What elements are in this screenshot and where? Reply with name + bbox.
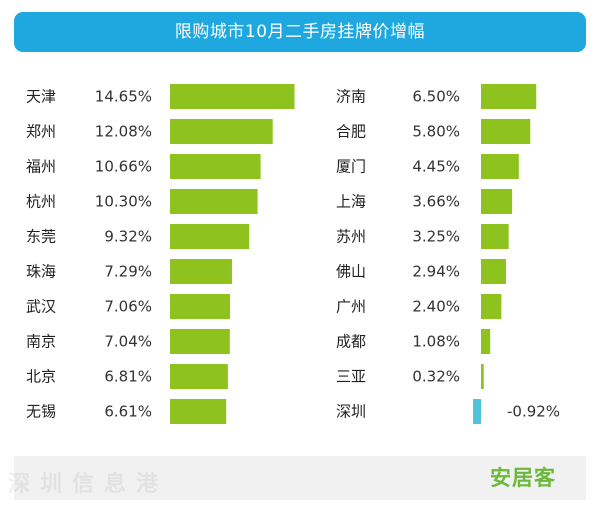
city-label: 广州: [336, 298, 366, 316]
watermark: 深圳信息港: [8, 472, 169, 497]
city-label: 厦门: [336, 158, 366, 176]
bar: [481, 364, 484, 389]
value-label: 10.66%: [95, 158, 152, 176]
bar: [481, 259, 506, 284]
bar: [481, 189, 513, 214]
city-label: 合肥: [336, 123, 366, 141]
city-label: 北京: [26, 368, 56, 386]
city-label: 济南: [336, 88, 366, 106]
bar: [170, 119, 273, 144]
value-label: 6.61%: [104, 403, 152, 421]
chart-title: 限购城市10月二手房挂牌价增幅: [14, 12, 586, 52]
city-label: 苏州: [336, 228, 366, 246]
bar: [481, 119, 531, 144]
city-label: 郑州: [26, 123, 56, 141]
value-label: 2.94%: [412, 263, 460, 281]
city-label: 无锡: [26, 403, 56, 421]
value-label: 4.45%: [412, 158, 460, 176]
brand-logo: 安居客: [490, 466, 556, 490]
city-label: 福州: [26, 158, 56, 176]
value-label: 2.40%: [412, 298, 460, 316]
value-label: 6.81%: [104, 368, 152, 386]
bar: [481, 294, 502, 319]
bar: [481, 329, 491, 354]
bar: [170, 364, 228, 389]
bar: [481, 224, 509, 249]
value-label: 5.80%: [412, 123, 460, 141]
bar: [170, 329, 230, 354]
bar: [170, 224, 250, 249]
value-label: 7.04%: [104, 333, 152, 351]
value-label: 9.32%: [104, 228, 152, 246]
bar-chart: 天津 14.65% 郑州 12.08% 福州 10.66% 杭州 10.30% 东莞 9.32% 珠…: [26, 84, 560, 424]
value-label: 0.32%: [412, 368, 460, 386]
bar: [170, 259, 232, 284]
value-label: 6.50%: [412, 88, 460, 106]
bar: [481, 84, 537, 109]
bar: [170, 84, 295, 109]
city-label: 天津: [26, 88, 56, 106]
city-label: 上海: [336, 193, 366, 211]
bar: [170, 294, 231, 319]
city-label: 成都: [336, 333, 366, 351]
bar: [481, 154, 519, 179]
value-label: 7.29%: [104, 263, 152, 281]
footer-bar: 深圳信息港 安居客: [8, 456, 586, 500]
city-label: 珠海: [26, 263, 56, 281]
city-label: 东莞: [26, 228, 56, 246]
value-label: 14.65%: [95, 88, 152, 106]
city-label: 武汉: [26, 298, 56, 316]
value-label: 3.66%: [412, 193, 460, 211]
city-label: 佛山: [336, 263, 366, 281]
value-label: 3.25%: [412, 228, 460, 246]
value-label: 1.08%: [412, 333, 460, 351]
value-label: 12.08%: [95, 123, 152, 141]
city-label: 三亚: [336, 368, 366, 386]
city-label: 南京: [26, 333, 56, 351]
bar: [170, 399, 227, 424]
bar: [170, 189, 258, 214]
bar: [473, 399, 481, 424]
value-label: 10.30%: [95, 193, 152, 211]
city-label: 杭州: [26, 193, 56, 211]
value-label: 7.06%: [104, 298, 152, 316]
bar: [170, 154, 261, 179]
value-label: -0.92%: [507, 403, 560, 421]
city-label: 深圳: [336, 403, 366, 421]
